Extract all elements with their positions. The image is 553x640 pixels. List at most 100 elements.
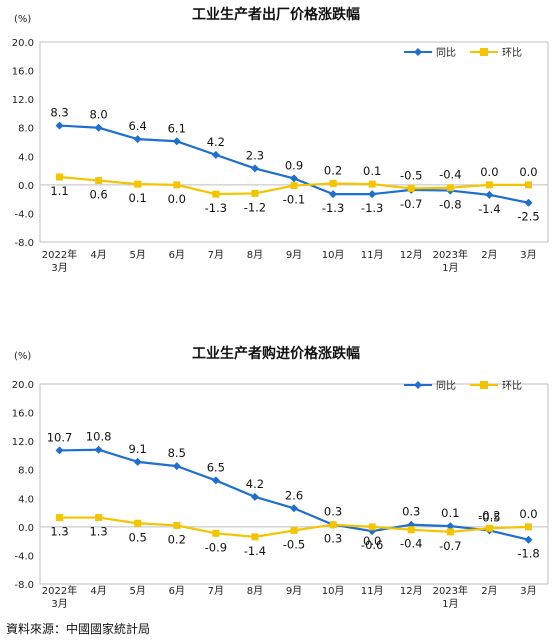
x-tick-label-line: 3月: [51, 598, 67, 610]
point-yoy: [368, 190, 377, 199]
x-tick-label-line: 6月: [169, 249, 185, 261]
data-label-yoy: 6.1: [168, 121, 186, 135]
data-label-yoy: -1.4: [478, 202, 500, 216]
data-label-mom: 1.3: [50, 525, 68, 539]
point-mom: [407, 184, 415, 192]
y-tick-label: 8.0: [18, 124, 34, 135]
data-label-yoy: -2.5: [517, 210, 539, 224]
x-tick-label-line: 8月: [247, 249, 263, 261]
data-label-yoy: -1.3: [361, 201, 383, 215]
y-tick-label: 20.0: [12, 38, 34, 49]
x-tick-label-line: 1月: [442, 598, 458, 610]
data-label-yoy: 6.5: [207, 460, 225, 474]
point-mom: [134, 180, 142, 188]
x-tick-label: 9月: [286, 249, 302, 261]
point-yoy: [55, 121, 64, 130]
point-mom: [212, 529, 220, 537]
point-yoy: [172, 137, 181, 146]
x-tick-label-line: 10月: [322, 249, 345, 261]
data-label-yoy: -1.3: [322, 201, 344, 215]
x-tick-label-line: 4月: [90, 585, 106, 597]
x-tick-label: 9月: [286, 585, 302, 597]
x-tick-label-line: 7月: [208, 249, 224, 261]
data-label-yoy: 0.3: [324, 505, 342, 519]
x-tick-label: 7月: [208, 249, 224, 261]
data-label-yoy: 10.7: [47, 430, 73, 444]
x-tick-label-line: 7月: [208, 585, 224, 597]
point-mom: [251, 189, 259, 197]
x-tick-label: 12月: [400, 585, 423, 597]
point-yoy: [485, 190, 494, 199]
point-yoy: [94, 123, 103, 132]
x-tick-label: 4月: [90, 585, 106, 597]
data-label-yoy: 0.3: [402, 505, 420, 519]
x-tick-label: 6月: [169, 585, 185, 597]
point-mom: [173, 181, 181, 189]
x-tick-label-line: 12月: [400, 249, 423, 261]
point-yoy: [290, 504, 298, 513]
x-tick-label-line: 2月: [481, 249, 497, 261]
chart-ppi-exfactory-svg: 工业生产者出厂价格涨跌幅 (%) -8.0 -4.0 0.0 4.0 8.0 12.0 16.0…: [12, 6, 549, 274]
x-tick-label: 11月: [361, 249, 384, 261]
y-tick-label: 0.0: [18, 523, 34, 534]
data-label-mom: 0.0: [480, 165, 498, 179]
y-tick-label: -4.0: [14, 209, 34, 220]
data-label-yoy: 0.9: [285, 158, 303, 172]
point-mom: [134, 519, 142, 527]
x-tick-label-line: 2023年: [433, 584, 468, 597]
point-mom: [368, 180, 376, 188]
y-unit-label: (%): [14, 14, 31, 25]
x-tick-label: 3月: [520, 249, 536, 261]
legend-marker-yoy: [414, 48, 422, 56]
data-label-yoy: -1.8: [517, 547, 539, 561]
legend-label: 同比: [436, 47, 456, 59]
data-label-mom: -0.1: [283, 193, 305, 207]
point-mom: [524, 523, 532, 531]
data-label-mom: 0.0: [363, 534, 381, 548]
point-yoy: [94, 445, 103, 454]
x-tick-label-line: 3月: [520, 249, 536, 261]
data-label-yoy: 8.5: [168, 446, 186, 460]
x-tick-label-line: 11月: [361, 585, 384, 597]
data-label-yoy: -0.6: [361, 538, 383, 552]
y-tick-label: 0.0: [18, 181, 34, 192]
data-label-yoy: -0.8: [439, 198, 461, 212]
data-label-yoy: -0.5: [478, 510, 500, 524]
point-mom: [329, 179, 337, 187]
x-tick-label: 8月: [247, 585, 263, 597]
y-tick-label: 12.0: [12, 437, 34, 448]
point-yoy: [407, 520, 416, 529]
data-label-mom: -0.2: [478, 508, 500, 522]
point-yoy: [329, 190, 338, 199]
legend-label: 环比: [502, 380, 522, 392]
point-mom: [446, 184, 454, 192]
y-tick-label: 4.0: [18, 152, 34, 163]
point-yoy: [250, 164, 259, 173]
data-label-mom: 0.5: [129, 530, 147, 544]
x-tick-label-line: 2022年: [42, 584, 77, 597]
data-label-yoy: 4.2: [207, 135, 225, 149]
x-tick-label-line: 2022年: [42, 248, 77, 261]
data-label-yoy: 2.6: [285, 488, 303, 502]
data-label-mom: 1.1: [50, 184, 68, 198]
y-tick-label: 16.0: [12, 67, 34, 78]
point-yoy: [55, 446, 64, 455]
y-tick-label: 20.0: [12, 380, 34, 391]
point-mom: [368, 523, 376, 531]
x-tick-label: 5月: [130, 249, 146, 261]
x-tick-label-line: 5月: [130, 585, 146, 597]
data-label-mom: 0.1: [129, 191, 147, 205]
point-mom: [524, 181, 532, 189]
data-label-mom: 0.6: [89, 188, 107, 202]
data-label-mom: -0.5: [283, 537, 305, 551]
point-mom: [290, 526, 298, 534]
data-label-mom: 1.3: [89, 525, 107, 539]
y-tick-label: -4.0: [14, 551, 34, 562]
x-tick-label-line: 12月: [400, 585, 423, 597]
legend-marker-mom: [480, 48, 488, 56]
data-label-mom: -1.2: [244, 200, 266, 214]
point-mom: [485, 524, 493, 532]
data-label-mom: -0.9: [205, 540, 227, 554]
y-tick-label: -8.0: [14, 580, 34, 591]
x-tick-label-line: 11月: [361, 249, 384, 261]
